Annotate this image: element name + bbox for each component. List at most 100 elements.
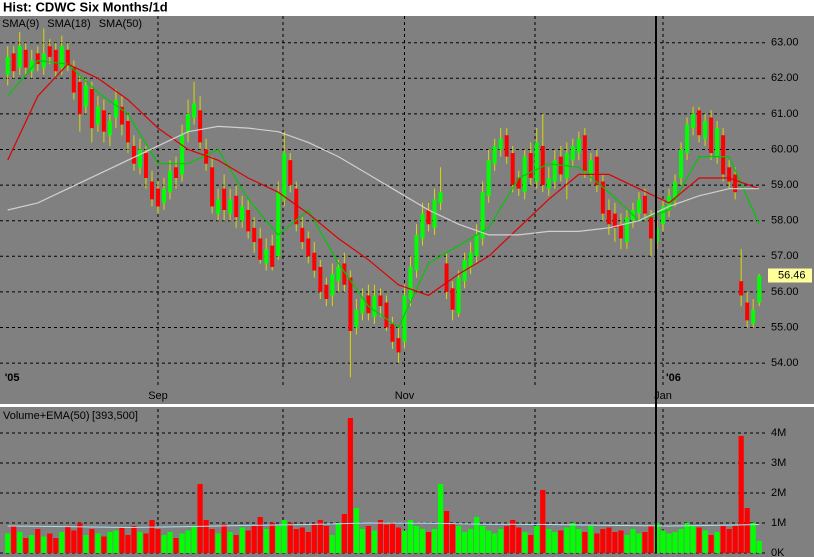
y-tick-label: 58.00 [771, 215, 799, 227]
volume-bar [534, 526, 540, 553]
volume-bar [95, 533, 101, 553]
volume-bar [588, 526, 594, 553]
y-tick-label: 0K [771, 547, 785, 557]
candle-body [498, 138, 503, 150]
candle-body [372, 295, 377, 317]
candle-body [246, 210, 251, 232]
volume-bar [437, 484, 444, 553]
volume-bar [377, 520, 384, 553]
volume-bar [311, 524, 317, 553]
volume-bar [167, 532, 173, 553]
volume-bar [516, 527, 522, 553]
volume-bar [11, 526, 17, 553]
volume-bar [624, 535, 630, 553]
candle-body [65, 49, 70, 65]
volume-bar [65, 526, 71, 553]
volume-bar [191, 526, 197, 553]
volume-bar [612, 532, 618, 553]
volume-bar [185, 530, 191, 553]
candle-body [53, 49, 58, 72]
candle-body [282, 153, 287, 200]
candle-body [17, 46, 22, 68]
candle-body [210, 167, 215, 207]
volume-bar [468, 529, 474, 553]
candle-body [480, 192, 485, 239]
candle-body [300, 227, 305, 243]
candle-body [606, 210, 611, 225]
candle-body [612, 213, 617, 228]
candle-body [324, 284, 329, 300]
year-label: '06 [666, 372, 681, 384]
volume-bar [486, 530, 492, 553]
candle-body [77, 81, 82, 114]
volume-bar [281, 520, 287, 553]
volume-bar [690, 526, 696, 553]
y-tick-label: 54.00 [771, 357, 799, 369]
volume-bar [395, 527, 402, 553]
candle-body [143, 153, 148, 178]
volume-bar [504, 526, 510, 553]
candle-body [5, 56, 10, 75]
volume-bar [726, 529, 732, 553]
volume-bar [257, 517, 263, 553]
candle-body [642, 195, 647, 214]
indicator-line [7, 522, 760, 529]
volume-bar [35, 529, 41, 553]
indicator-line [7, 125, 760, 236]
legend-entry: SMA(50) [99, 18, 142, 30]
candle-body [180, 135, 185, 175]
volume-bar [600, 529, 606, 553]
candle-body [534, 142, 539, 182]
candle-body [426, 210, 431, 225]
volume-bar [582, 532, 588, 553]
candle-body [156, 188, 160, 207]
volume-bar [119, 527, 125, 553]
volume-bar [462, 532, 468, 553]
volume-bar [672, 532, 678, 553]
candle-body [745, 302, 750, 321]
candle-body [715, 128, 720, 157]
volume-bar [251, 526, 257, 553]
volume-bar [305, 532, 311, 553]
year-label: '05 [5, 372, 20, 384]
legend-entry: SMA(9) [2, 18, 39, 30]
candle-body [149, 181, 154, 200]
volume-bar [5, 533, 11, 553]
y-tick-label: 4M [771, 427, 786, 439]
volume-bar [419, 529, 426, 553]
volume-bar [425, 532, 432, 553]
volume-bar [648, 526, 654, 553]
candle-body [408, 266, 413, 300]
volume-bar [618, 530, 624, 553]
candle-body [450, 288, 455, 310]
volume-bar [335, 523, 341, 553]
last-price-label: 56.46 [778, 269, 806, 281]
candle-body [71, 67, 76, 93]
candle-body [131, 145, 136, 164]
candle-body [360, 299, 365, 314]
candle-body [516, 177, 521, 189]
volume-bar [17, 532, 23, 553]
candle-body [733, 174, 738, 193]
candle-body [47, 46, 52, 57]
volume-bar [678, 529, 684, 553]
volume-bar [149, 520, 155, 553]
candle-body [330, 274, 335, 296]
candle-body [492, 145, 497, 164]
volume-bar [77, 523, 83, 553]
volume-bar [684, 523, 690, 553]
candle-body [312, 252, 317, 271]
candle-body [618, 224, 623, 239]
volume-bar [29, 535, 35, 553]
x-tick-label: Sep [148, 390, 168, 402]
volume-bar [41, 536, 47, 553]
volume-bar [443, 511, 450, 553]
candle-body [420, 213, 425, 239]
volume-bar [137, 532, 143, 553]
volume-bar [594, 533, 600, 553]
y-tick-label: 55.00 [771, 321, 799, 333]
candle-body [679, 149, 684, 178]
candle-body [510, 153, 515, 186]
candle-body [739, 281, 744, 296]
candle-body [204, 149, 209, 164]
